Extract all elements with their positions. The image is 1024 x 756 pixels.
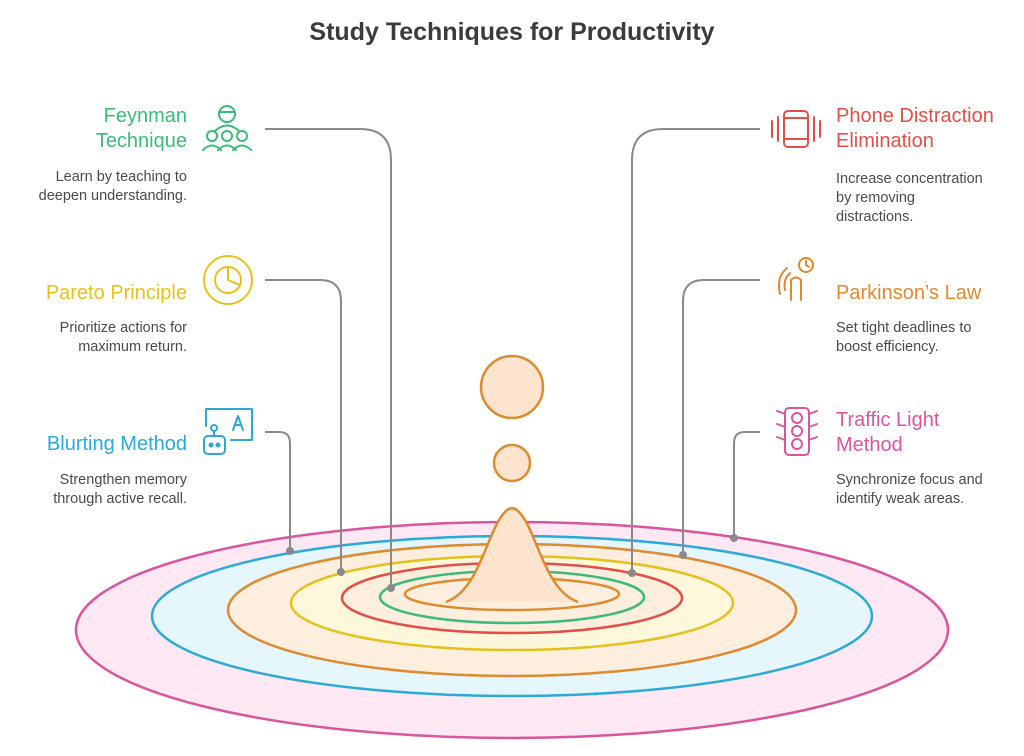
splash-peak <box>445 507 579 604</box>
connector-pareto <box>265 279 342 572</box>
connector-dot-traffic <box>730 534 738 542</box>
blurting-desc-line2: through active recall. <box>53 491 187 507</box>
connector-dot-parkinson <box>679 551 687 559</box>
robot-text-icon <box>203 408 253 455</box>
phone-title-line1: Phone Distraction <box>836 105 994 127</box>
traffic-title: Traffic Light Method <box>836 408 939 458</box>
touch-timer-icon <box>777 257 814 301</box>
connector-dot-blurting <box>286 547 294 555</box>
pareto-desc-line1: Prioritize actions for <box>59 320 187 336</box>
vibrating-phone-icon <box>771 110 821 148</box>
parkinson-title: Parkinson’s Law <box>836 282 982 304</box>
droplet-large <box>479 354 545 420</box>
connector-dot-phone <box>628 569 636 577</box>
phone-title-line2: Elimination <box>836 130 934 152</box>
traffic-desc-line2: identify weak areas. <box>836 491 965 507</box>
traffic-description: Synchronize focus and identify weak area… <box>836 471 983 509</box>
feynman-title-line1: Feynman <box>103 105 187 127</box>
page-title: Study Techniques for Productivity <box>309 18 715 46</box>
traffic-title-line1: Traffic Light <box>836 409 940 431</box>
connector-blurting <box>265 431 291 551</box>
parkinson-desc-line2: boost efficiency. <box>836 339 939 355</box>
pareto-desc-line2: maximum return. <box>78 339 187 355</box>
connector-traffic <box>733 431 760 538</box>
group-teaching-icon <box>202 105 252 151</box>
phone-desc-line3: distractions. <box>836 209 914 225</box>
feynman-description: Learn by teaching to deepen understandin… <box>39 168 187 206</box>
pareto-title: Pareto Principle <box>45 282 187 304</box>
parkinson-description: Set tight deadlines to boost efficiency. <box>836 319 971 357</box>
connector-feynman <box>265 128 392 588</box>
blurting-desc-line1: Strengthen memory <box>59 472 187 488</box>
blurting-title: Blurting Method <box>46 433 187 455</box>
traffic-light-icon <box>776 407 818 456</box>
feynman-title-line2: Technique <box>95 130 187 152</box>
phone-desc-line2: by removing <box>836 190 915 206</box>
feynman-desc-line1: Learn by teaching to <box>55 169 187 185</box>
connector-dot-feynman <box>387 584 395 592</box>
pie-chart-icon <box>203 255 253 305</box>
feynman-title: Feynman Technique <box>96 104 187 154</box>
connector-dot-pareto <box>337 568 345 576</box>
traffic-desc-line1: Synchronize focus and <box>836 472 983 488</box>
blurting-description: Strengthen memory through active recall. <box>53 471 187 509</box>
connector-parkinson <box>682 279 760 555</box>
traffic-title-line2: Method <box>836 434 903 456</box>
phone-description: Increase concentration by removing distr… <box>836 170 983 227</box>
feynman-desc-line2: deepen understanding. <box>38 188 187 204</box>
phone-title: Phone Distraction Elimination <box>836 104 994 154</box>
droplet-small <box>492 443 532 483</box>
pareto-description: Prioritize actions for maximum return. <box>60 319 187 357</box>
parkinson-desc-line1: Set tight deadlines to <box>836 320 972 336</box>
connector-phone <box>631 128 760 573</box>
phone-desc-line1: Increase concentration <box>836 171 983 187</box>
